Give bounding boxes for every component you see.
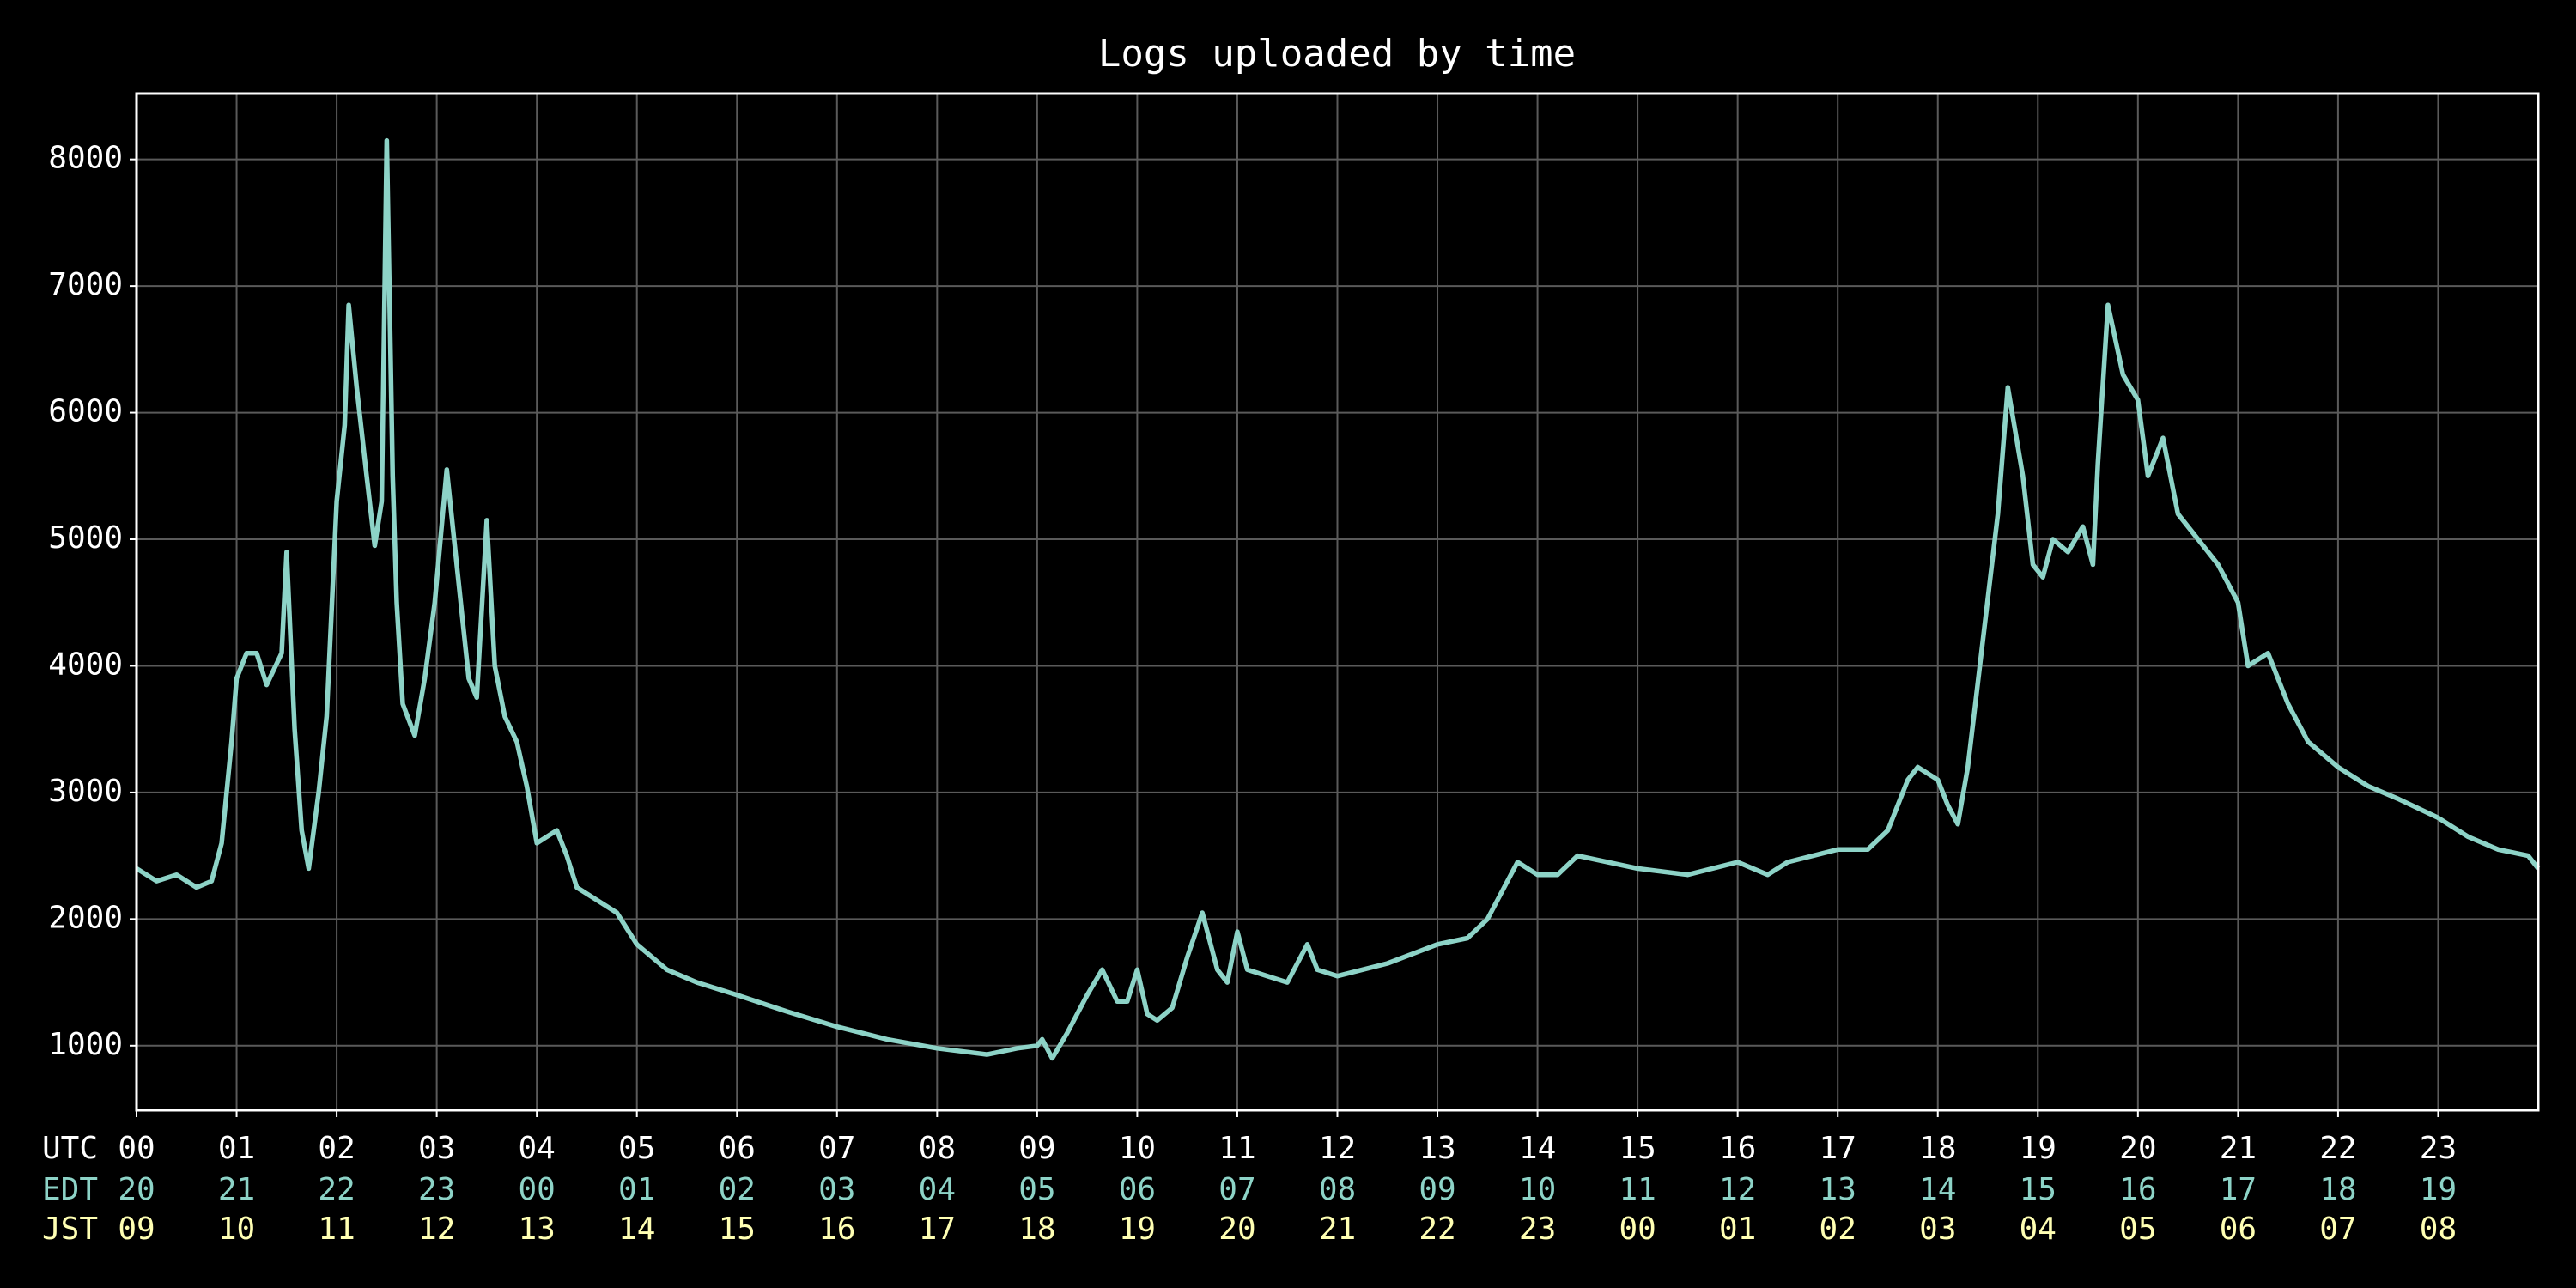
x-tick-label: 03 (418, 1131, 455, 1166)
x-tick-label: 00 (1619, 1212, 1656, 1247)
x-tick-label: 08 (919, 1131, 956, 1166)
x-tick-label: 17 (1820, 1131, 1856, 1166)
x-tick-label: 15 (2020, 1172, 2057, 1207)
x-tick-label: 22 (1419, 1212, 1455, 1247)
x-tick-label: 14 (1919, 1172, 1956, 1207)
x-tick-label: 20 (2119, 1131, 2156, 1166)
x-tick-label: 10 (1119, 1131, 1156, 1166)
x-tick-label: 08 (1319, 1172, 1356, 1207)
x-tick-label: 21 (218, 1172, 255, 1207)
y-tick-label: 3000 (48, 774, 123, 809)
x-tick-label: 17 (919, 1212, 956, 1247)
x-tick-label: 09 (1018, 1131, 1055, 1166)
x-tick-label: 00 (118, 1131, 155, 1166)
x-tick-row-name: JST (42, 1212, 98, 1247)
x-tick-label: 23 (2420, 1131, 2457, 1166)
x-tick-label: 22 (318, 1172, 355, 1207)
chart-title: Logs uploaded by time (1098, 32, 1576, 76)
x-tick-label: 13 (1419, 1131, 1455, 1166)
x-tick-label: 07 (818, 1131, 855, 1166)
x-tick-label: 12 (1319, 1131, 1356, 1166)
y-tick-label: 6000 (48, 394, 123, 429)
x-tick-label: 11 (1619, 1172, 1656, 1207)
x-tick-label: 09 (1419, 1172, 1455, 1207)
x-tick-label: 13 (518, 1212, 555, 1247)
x-tick-label: 15 (719, 1212, 756, 1247)
x-tick-label: 07 (1218, 1172, 1255, 1207)
x-tick-label: 05 (2119, 1212, 2156, 1247)
x-tick-label: 03 (818, 1172, 855, 1207)
x-tick-label: 08 (2420, 1212, 2457, 1247)
x-tick-label: 02 (1820, 1212, 1856, 1247)
x-tick-label: 04 (518, 1131, 555, 1166)
x-tick-label: 19 (2020, 1131, 2057, 1166)
x-tick-label: 11 (318, 1212, 355, 1247)
x-tick-label: 16 (2119, 1172, 2156, 1207)
x-tick-label: 05 (618, 1131, 655, 1166)
x-tick-label: 01 (1719, 1212, 1756, 1247)
y-tick-label: 4000 (48, 647, 123, 682)
x-tick-label: 14 (1519, 1131, 1556, 1166)
y-tick-label: 1000 (48, 1027, 123, 1062)
x-tick-label: 10 (218, 1212, 255, 1247)
y-tick-label: 7000 (48, 267, 123, 302)
x-tick-label: 06 (2220, 1212, 2257, 1247)
x-tick-label: 13 (1820, 1172, 1856, 1207)
x-tick-label: 10 (1519, 1172, 1556, 1207)
x-tick-label: 04 (2020, 1212, 2057, 1247)
x-tick-label: 01 (618, 1172, 655, 1207)
x-tick-label: 22 (2319, 1131, 2356, 1166)
x-tick-label: 23 (1519, 1212, 1556, 1247)
x-tick-label: 12 (418, 1212, 455, 1247)
x-tick-label: 03 (1919, 1212, 1956, 1247)
x-tick-label: 14 (618, 1212, 655, 1247)
x-tick-label: 19 (2420, 1172, 2457, 1207)
x-tick-label: 00 (518, 1172, 555, 1207)
x-tick-label: 02 (318, 1131, 355, 1166)
x-tick-label: 16 (1719, 1131, 1756, 1166)
y-tick-label: 8000 (48, 141, 123, 176)
x-tick-label: 21 (2220, 1131, 2257, 1166)
x-tick-label: 01 (218, 1131, 255, 1166)
x-tick-row-name: UTC (42, 1131, 98, 1166)
x-tick-label: 19 (1119, 1212, 1156, 1247)
x-tick-label: 15 (1619, 1131, 1656, 1166)
x-tick-label: 18 (1018, 1212, 1055, 1247)
plot-frame (135, 92, 2540, 1112)
x-tick-label: 09 (118, 1212, 155, 1247)
x-tick-label: 06 (1119, 1172, 1156, 1207)
x-tick-label: 02 (719, 1172, 756, 1207)
x-tick-label: 07 (2319, 1212, 2356, 1247)
x-tick-label: 23 (418, 1172, 455, 1207)
x-tick-label: 18 (1919, 1131, 1956, 1166)
x-tick-label: 06 (719, 1131, 756, 1166)
y-tick-label: 2000 (48, 900, 123, 935)
x-tick-label: 18 (2319, 1172, 2356, 1207)
x-tick-label: 17 (2220, 1172, 2257, 1207)
x-tick-label: 05 (1018, 1172, 1055, 1207)
x-tick-label: 12 (1719, 1172, 1756, 1207)
x-tick-row-name: EDT (42, 1172, 98, 1207)
x-tick-label: 20 (1218, 1212, 1255, 1247)
x-tick-label: 21 (1319, 1212, 1356, 1247)
x-tick-label: 11 (1218, 1131, 1255, 1166)
data-line (135, 137, 2541, 1061)
y-tick-label: 5000 (48, 520, 123, 556)
x-tick-label: 04 (919, 1172, 956, 1207)
x-tick-label: 20 (118, 1172, 155, 1207)
x-tick-label: 16 (818, 1212, 855, 1247)
